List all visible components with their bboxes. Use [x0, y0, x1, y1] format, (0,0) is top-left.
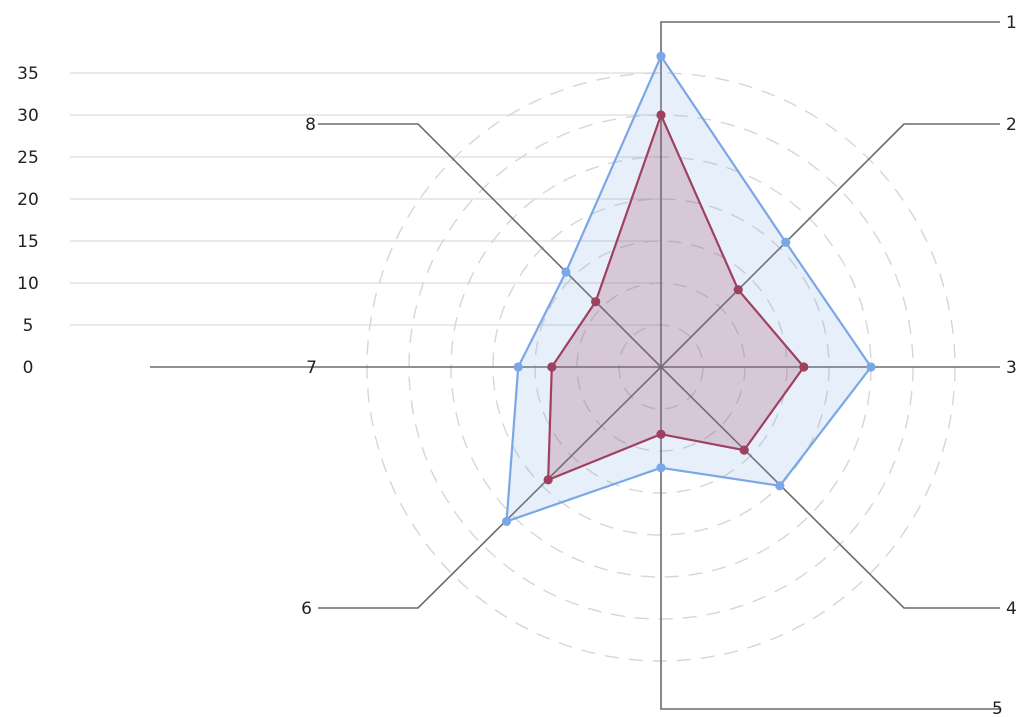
series-2-point-7 [547, 362, 557, 372]
series-1-point-7 [513, 362, 523, 372]
axis-label-5: 5 [992, 699, 1003, 717]
horizontal-gridlines [70, 72, 661, 326]
spoke-axis-8 [318, 123, 662, 368]
axis-label-7: 7 [306, 358, 317, 378]
series-2-point-4 [739, 445, 749, 455]
series-2-point-6 [543, 475, 553, 485]
axis-labels: 1 2 3 4 5 6 7 8 [301, 13, 1017, 717]
axis-label-3: 3 [1006, 358, 1017, 378]
spoke-axis-2 [660, 123, 1000, 368]
series-1-point-4 [775, 481, 785, 491]
spoke-axis-1 [660, 21, 1000, 367]
series-1-point-6 [501, 516, 512, 527]
series-2-point-2 [733, 285, 743, 295]
axis-label-6: 6 [301, 599, 312, 619]
axis-label-2: 2 [1006, 115, 1017, 135]
series-2-point-1 [656, 110, 666, 120]
y-tick-label: 25 [17, 148, 39, 168]
series-1-point-2 [781, 237, 791, 247]
axis-label-4: 4 [1006, 599, 1017, 619]
y-tick-label: 5 [23, 316, 34, 336]
spoke-axis-6 [318, 366, 662, 609]
series-1-point-3 [866, 362, 876, 372]
y-tick-label: 15 [17, 232, 39, 252]
y-tick-label: 10 [17, 274, 39, 294]
series-1-point-5 [656, 463, 666, 473]
series-2-point-5 [656, 429, 666, 439]
spoke-axis-5 [660, 367, 1000, 710]
y-axis: 0 5 10 15 20 25 30 35 [17, 64, 39, 378]
y-tick-label: 35 [17, 64, 39, 84]
series-2-point-8 [591, 297, 601, 307]
axis-label-1: 1 [1006, 13, 1017, 33]
series-1-point-1 [656, 51, 666, 61]
series-group [501, 51, 876, 527]
y-tick-label: 0 [23, 358, 34, 378]
axis-label-8: 8 [305, 115, 316, 135]
series-2-point-3 [799, 362, 809, 372]
y-tick-label: 30 [17, 106, 39, 126]
series-1-point-8 [561, 267, 571, 277]
y-tick-label: 20 [17, 190, 39, 210]
